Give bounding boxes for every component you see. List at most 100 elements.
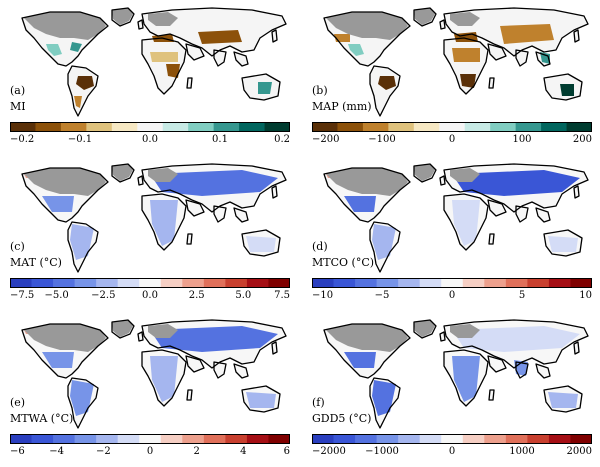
colorbar-swatch bbox=[333, 434, 356, 444]
coastline-africa bbox=[141, 37, 187, 95]
coastline-india bbox=[515, 205, 529, 223]
colorbar-swatch bbox=[505, 278, 528, 288]
panel-mat: (c) MAT (°C) −7.5 −5.0 −2.5 0.0 2.5 5.0 7.5 bbox=[2, 160, 292, 310]
anomaly-africa bbox=[452, 200, 480, 246]
map-mat bbox=[21, 163, 287, 273]
coastline-india bbox=[213, 361, 227, 379]
variable-name: MTCO (°C) bbox=[312, 256, 375, 269]
coastline-africa bbox=[141, 349, 187, 407]
ice-sheet-greenlandIce bbox=[414, 320, 435, 337]
colorbar-swatch bbox=[137, 122, 164, 132]
panel-label: (f) bbox=[312, 396, 325, 409]
anomaly-na-south bbox=[42, 196, 74, 212]
colorbar-swatch bbox=[246, 434, 269, 444]
map-mtwa bbox=[21, 319, 287, 429]
coastline-arabia bbox=[487, 43, 507, 61]
coastline-japan bbox=[573, 185, 580, 199]
colorbar-swatch bbox=[96, 278, 119, 288]
colorbar-swatch bbox=[490, 122, 517, 132]
coastline-india bbox=[213, 49, 227, 67]
colorbar-frame bbox=[10, 278, 290, 288]
colorbar-ticks: −200 −100 0 100 200 bbox=[312, 132, 592, 154]
colorbar-ticks: −10 −5 0 5 10 bbox=[312, 288, 592, 310]
coastline-africa bbox=[443, 37, 489, 95]
anomaly-amazon bbox=[76, 76, 94, 90]
colorbar-swatch bbox=[111, 122, 138, 132]
coastline-eurasia bbox=[443, 163, 589, 213]
colorbar-swatch bbox=[566, 122, 592, 132]
coastline-arabia bbox=[185, 355, 205, 373]
colorbar-swatch bbox=[117, 434, 140, 444]
colorbar-swatch bbox=[139, 278, 162, 288]
coastline-southAmerica bbox=[67, 221, 99, 273]
coastline-arabia bbox=[185, 199, 205, 217]
colorbar-swatch bbox=[31, 434, 54, 444]
colorbar bbox=[312, 278, 592, 288]
colorbar-swatch bbox=[462, 434, 485, 444]
coastline-seAsia bbox=[535, 207, 551, 223]
colorbar-tick-label: −5 bbox=[374, 290, 390, 301]
coastline-eurasia bbox=[443, 319, 589, 369]
variable-name: GDD5 (°C) bbox=[312, 412, 372, 425]
panel-gdd5: (f) GDD5 (°C) −2000 −1000 0 1000 2000 bbox=[304, 316, 594, 466]
colorbar-frame bbox=[312, 434, 592, 444]
coastline-japan bbox=[573, 29, 580, 43]
coastline-india bbox=[515, 361, 529, 379]
colorbar-ticks: −2000 −1000 0 1000 2000 bbox=[312, 444, 592, 466]
coastline-uk bbox=[439, 19, 446, 30]
coastline-madagascar bbox=[186, 77, 193, 89]
coastline-seAsia bbox=[535, 51, 551, 67]
coastline-northAmerica bbox=[323, 167, 411, 223]
colorbar-tick-label: 0 bbox=[146, 446, 154, 457]
colorbar-swatch bbox=[268, 434, 290, 444]
coastline-eurasia bbox=[141, 7, 287, 57]
variable-name: MTWA (°C) bbox=[10, 412, 74, 425]
colorbar-swatch bbox=[413, 122, 440, 132]
colorbar-swatch bbox=[541, 122, 567, 132]
colorbar-swatch bbox=[203, 278, 226, 288]
colorbar-swatch bbox=[515, 122, 542, 132]
colorbar-tick-label: −200 bbox=[312, 134, 340, 145]
colorbar-tick-label: −2.5 bbox=[91, 290, 116, 301]
colorbar-swatch bbox=[505, 434, 528, 444]
colorbar bbox=[10, 122, 290, 132]
anomaly-australia bbox=[258, 82, 272, 94]
coastline-northAmerica bbox=[21, 11, 109, 67]
colorbar bbox=[10, 278, 290, 288]
colorbar-swatch bbox=[484, 278, 507, 288]
colorbar-swatch bbox=[74, 434, 97, 444]
panel-label: (c) bbox=[10, 240, 25, 253]
coastline-australia bbox=[241, 73, 281, 101]
colorbar-swatch bbox=[268, 278, 290, 288]
coastline-australia bbox=[543, 229, 583, 257]
ice-sheet-laurentide bbox=[24, 324, 106, 352]
variable-name: MAP (mm) bbox=[312, 100, 372, 113]
coastline-japan bbox=[573, 341, 580, 355]
colorbar-tick-label: 0.0 bbox=[142, 134, 158, 145]
panel-map: (b) MAP (mm) −200 −100 0 100 200 bbox=[304, 4, 594, 154]
anomaly-eurasia-n bbox=[150, 326, 278, 352]
colorbar-frame bbox=[10, 434, 290, 444]
anomaly-australia bbox=[560, 84, 574, 96]
coastline-uk bbox=[137, 19, 144, 30]
colorbar-tick-label: 0 bbox=[448, 446, 456, 457]
variable-name: MAT (°C) bbox=[10, 256, 62, 269]
anomaly-patagonia bbox=[74, 96, 82, 108]
colorbar-swatch bbox=[160, 434, 183, 444]
anomaly-eurasia-n bbox=[150, 170, 278, 196]
anomaly-na-south bbox=[42, 352, 74, 368]
panel-label: (e) bbox=[10, 396, 26, 409]
variable-name: MI bbox=[10, 100, 26, 113]
anomaly-africa bbox=[452, 356, 480, 402]
coastline-eurasia bbox=[141, 319, 287, 369]
colorbar-swatch bbox=[10, 434, 32, 444]
colorbar-swatch bbox=[312, 278, 334, 288]
ice-sheet-laurentide bbox=[326, 12, 408, 40]
coastline-seAsia bbox=[233, 51, 249, 67]
ice-sheet-laurentide bbox=[24, 12, 106, 40]
ice-sheet-laurentide bbox=[326, 324, 408, 352]
coastline-australia bbox=[543, 385, 583, 413]
anomaly-africa bbox=[150, 356, 178, 402]
colorbar-swatch bbox=[239, 122, 265, 132]
coastline-northAmerica bbox=[21, 323, 109, 379]
